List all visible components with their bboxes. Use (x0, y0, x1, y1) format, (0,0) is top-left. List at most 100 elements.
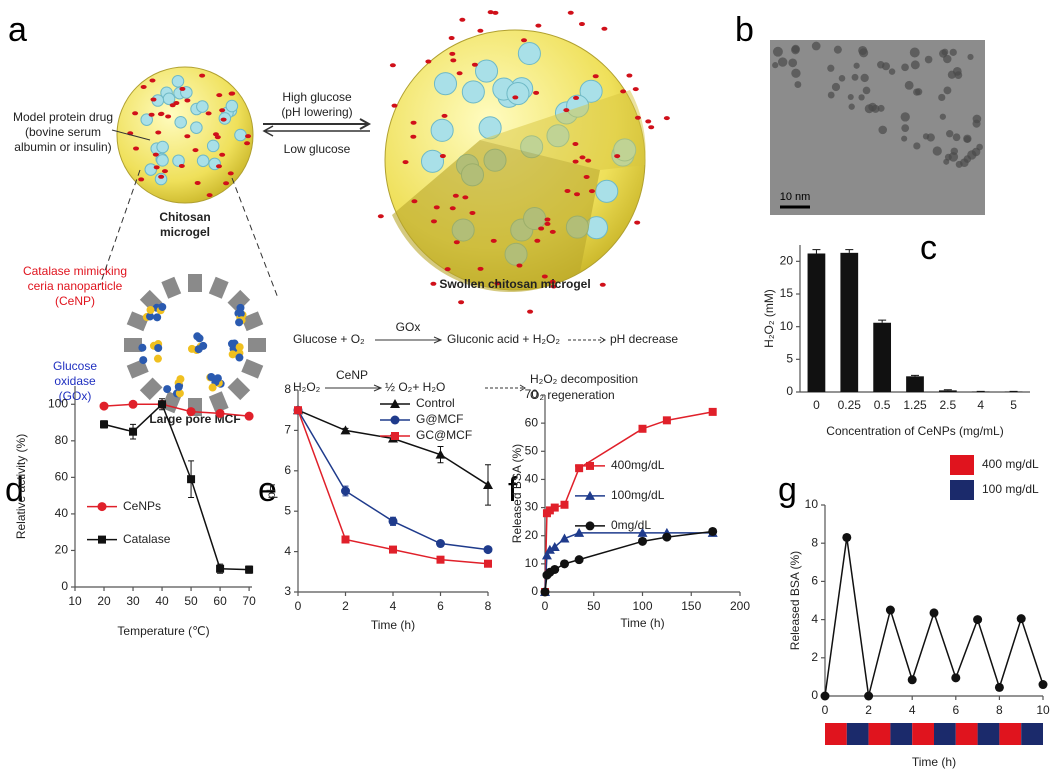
x-axis-label: Temperature (℃) (117, 624, 209, 638)
marker (820, 691, 830, 701)
gox (195, 334, 204, 343)
x-tick-label: 4 (390, 599, 397, 613)
cenp (663, 116, 670, 121)
x-tick-label: 30 (126, 594, 140, 608)
particle (939, 49, 948, 58)
marker (550, 503, 559, 512)
y-tick-label: 10 (780, 319, 794, 333)
marker (436, 555, 445, 564)
marker (550, 564, 560, 574)
mcf-wall (161, 276, 182, 299)
error-bar (911, 374, 919, 377)
x-tick-label: 0 (813, 398, 820, 412)
marker (390, 399, 400, 408)
label: microgel (160, 225, 210, 239)
y-tick-label: 20 (525, 528, 539, 542)
particle (943, 158, 950, 165)
particle (904, 80, 914, 90)
cenp (645, 119, 652, 124)
label: Catalase mimicking (23, 264, 127, 278)
mcf-wall (123, 338, 143, 353)
cenp (391, 103, 398, 108)
reaction: H₂O₂ decomposition (530, 372, 638, 386)
x-tick-label: 100 (632, 599, 652, 613)
bar (873, 322, 892, 392)
mcf-wall (208, 276, 229, 299)
marker (885, 605, 895, 615)
marker (708, 526, 718, 536)
cenp (521, 38, 528, 43)
protein (196, 154, 210, 168)
y-tick-label: 70 (525, 387, 539, 401)
gox (235, 353, 244, 362)
gox (138, 343, 147, 352)
marker (483, 545, 493, 555)
cenp (614, 154, 621, 159)
cenp (516, 263, 523, 268)
gox (235, 318, 244, 327)
particle (858, 94, 865, 101)
gox (194, 345, 203, 354)
cenp (448, 36, 455, 41)
cenp (632, 87, 639, 92)
particle (888, 68, 896, 75)
cenp (579, 155, 586, 160)
legend-label: 0mg/dL (611, 518, 651, 532)
cenp (214, 135, 221, 140)
cenp (487, 10, 494, 15)
y-tick-label: 3 (284, 584, 291, 598)
y-tick-label: 5 (786, 352, 793, 366)
protein (430, 118, 454, 142)
particle (952, 133, 961, 142)
cenp (184, 98, 191, 103)
y-tick-label: 6 (284, 463, 291, 477)
cenp (456, 71, 463, 76)
protein (172, 154, 185, 168)
cenp (140, 84, 147, 89)
particle (976, 143, 983, 151)
x-axis-label: Time (h) (912, 755, 956, 769)
particle (972, 114, 982, 124)
condition-band (977, 723, 1000, 745)
cenp (165, 114, 172, 119)
particle (827, 64, 835, 72)
x-tick-label: 1.25 (903, 398, 927, 412)
cenp (574, 192, 581, 197)
marker (388, 516, 398, 526)
particle (833, 45, 842, 54)
marker (435, 449, 446, 459)
cenp (458, 300, 465, 305)
panel-label: f (508, 471, 518, 509)
protein (579, 79, 603, 103)
particle (909, 47, 920, 58)
y-tick-label: 60 (55, 470, 69, 484)
gox (235, 343, 244, 352)
cenp (229, 91, 236, 96)
mcf-wall (241, 358, 264, 379)
x-tick-label: 150 (681, 599, 701, 613)
panel-label: c (920, 229, 937, 267)
particle (827, 91, 835, 99)
condition-band (868, 723, 891, 745)
y-tick-label: 8 (284, 382, 291, 396)
cenp (158, 174, 165, 179)
panel-label: g (778, 471, 797, 509)
marker (708, 407, 717, 416)
marker (1016, 614, 1026, 624)
cenp (148, 112, 155, 117)
marker (637, 527, 648, 537)
protein (171, 75, 185, 88)
condition-band (890, 723, 913, 745)
particle (877, 61, 885, 69)
cenp (533, 90, 540, 95)
particle (924, 55, 933, 64)
marker (842, 532, 852, 542)
bar (938, 390, 957, 392)
cenp (549, 229, 556, 234)
gox (153, 354, 162, 363)
particle (772, 62, 779, 69)
label: ceria nanoparticle (28, 279, 123, 293)
cenp (471, 62, 478, 67)
particle (862, 86, 871, 95)
cenp (564, 188, 571, 193)
